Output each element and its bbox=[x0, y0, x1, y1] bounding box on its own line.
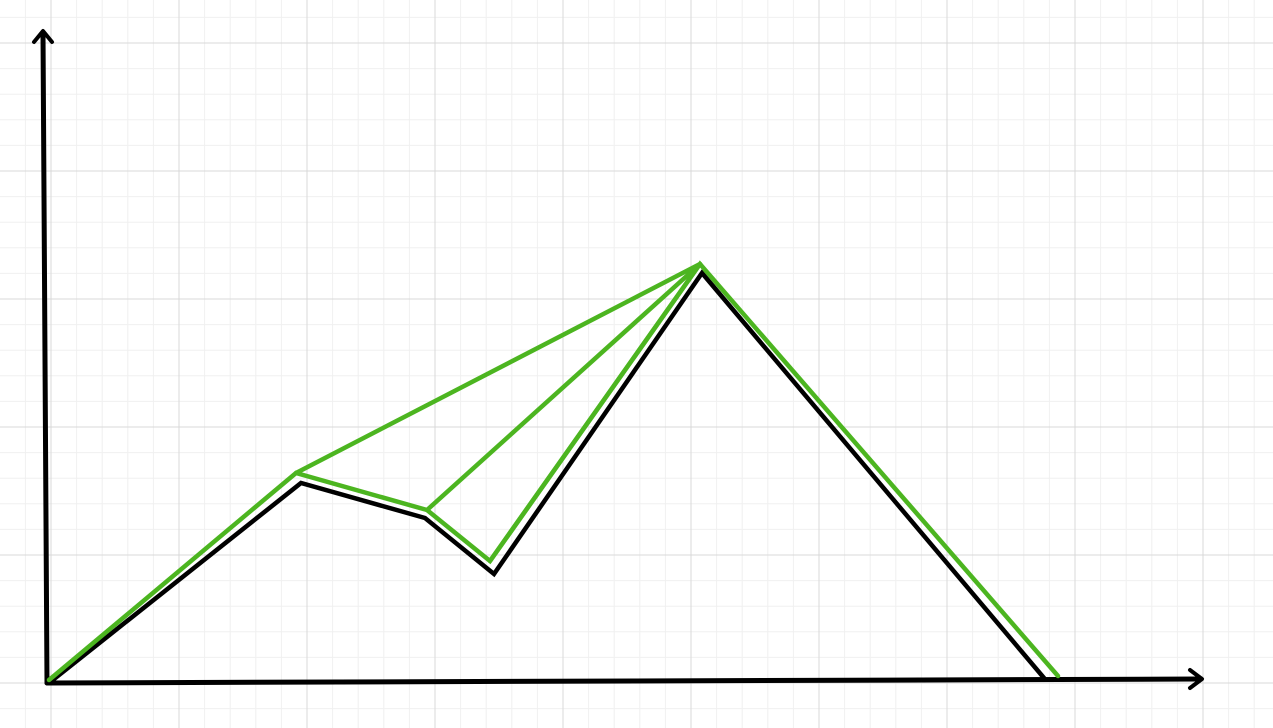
peak-to-third-vertex-segment bbox=[487, 261, 703, 564]
axes bbox=[32, 29, 1204, 690]
x-axis-arrowhead bbox=[1188, 668, 1204, 690]
connecting-segments bbox=[293, 261, 703, 564]
y-axis bbox=[40, 30, 50, 686]
x-axis bbox=[44, 676, 1204, 686]
original-path bbox=[46, 269, 1047, 686]
simplified-path bbox=[46, 260, 1061, 683]
peak-to-first-vertex-segment bbox=[293, 261, 703, 476]
y-axis-arrowhead bbox=[32, 29, 54, 44]
peak-to-second-vertex-segment bbox=[424, 261, 703, 513]
